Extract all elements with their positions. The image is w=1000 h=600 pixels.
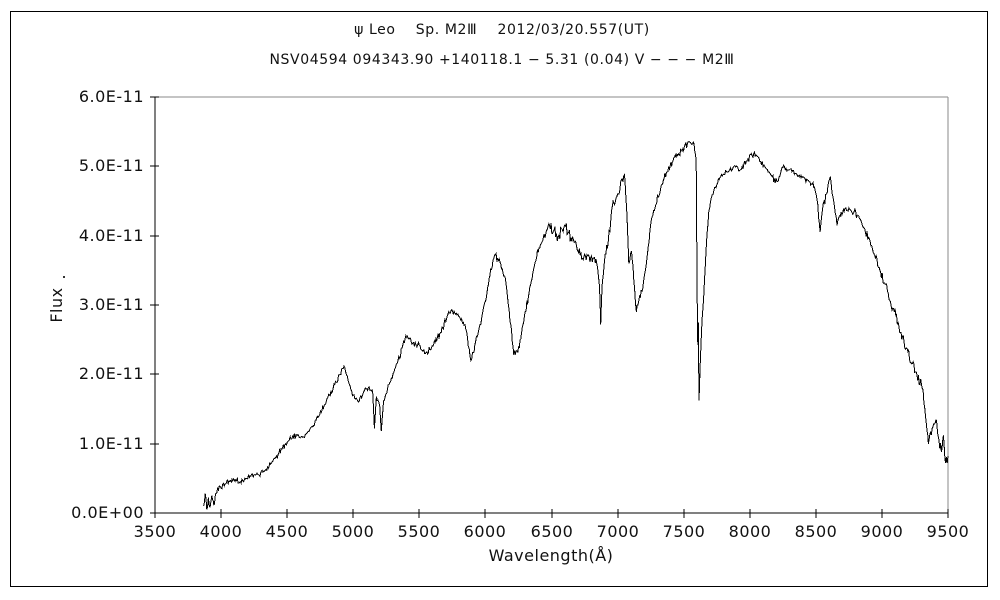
x-tick-label: 5500 (397, 522, 441, 541)
spectrum-line (203, 140, 949, 510)
x-tick-label: 6500 (530, 522, 574, 541)
stray-dot (63, 276, 65, 278)
x-tick-label: 9000 (860, 522, 904, 541)
x-tick-label: 7500 (662, 522, 706, 541)
x-tick-label: 3500 (133, 522, 177, 541)
x-tick-label: 6000 (463, 522, 507, 541)
x-axis-label: Wavelength(Å) (488, 546, 614, 565)
y-tick-label: 3.0E-11 (78, 295, 144, 314)
chart-subtitle: NSV04594 094343.90 +140118.1 − 5.31 (0.0… (269, 52, 735, 68)
y-tick-label: 0.0E+00 (71, 503, 144, 522)
x-tick-label: 4500 (265, 522, 309, 541)
x-tick-label: 8500 (794, 522, 838, 541)
x-tick-label: 4000 (199, 522, 243, 541)
x-tick-label: 8000 (728, 522, 772, 541)
y-tick-label: 5.0E-11 (78, 156, 144, 175)
axis-ticks (150, 96, 949, 518)
plot-frame (154, 96, 949, 514)
x-tick-label: 7000 (596, 522, 640, 541)
x-tick-label: 9500 (926, 522, 970, 541)
x-tick-label: 5000 (331, 522, 375, 541)
y-tick-label: 4.0E-11 (78, 226, 144, 245)
y-tick-label: 1.0E-11 (78, 434, 144, 453)
y-tick-label: 6.0E-11 (78, 87, 144, 106)
y-tick-label: 2.0E-11 (78, 364, 144, 383)
chart-title: ψ Leo Sp. M2Ⅲ 2012/03/20.557(UT) (354, 22, 650, 38)
figure-border (10, 11, 988, 587)
